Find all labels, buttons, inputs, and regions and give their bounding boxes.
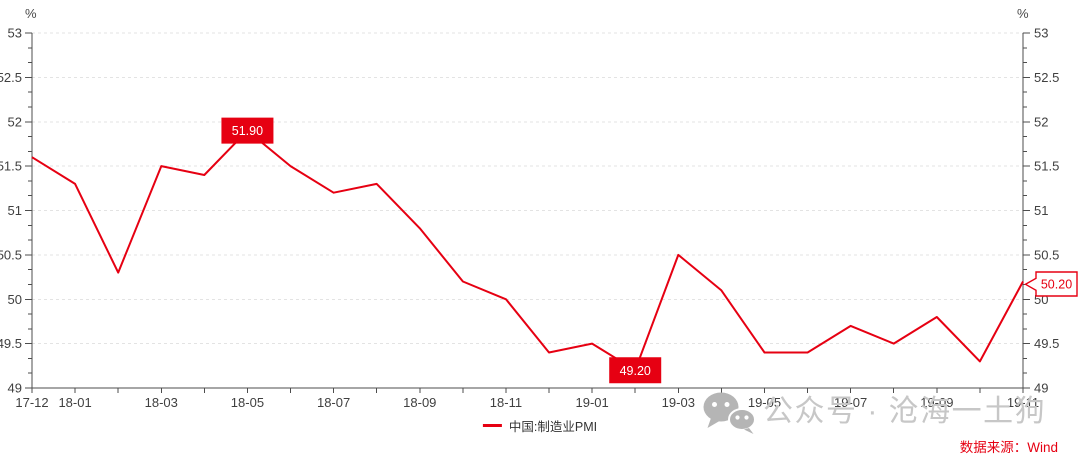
data-source-note: 数据来源：Wind bbox=[959, 440, 1058, 455]
y-tick-label-left: 51.5 bbox=[0, 159, 22, 174]
y-tick-label-right: 52.5 bbox=[1034, 70, 1059, 85]
y-tick-label-left: 51 bbox=[8, 203, 22, 218]
y-tick-label-right: 51.5 bbox=[1034, 159, 1059, 174]
x-tick-label: 18-11 bbox=[490, 395, 522, 410]
y-axis-unit-right: % bbox=[1017, 6, 1029, 21]
data-label-text: 49.20 bbox=[620, 364, 651, 378]
x-tick-label: 19-05 bbox=[748, 395, 781, 410]
x-tick-label: 18-07 bbox=[317, 395, 350, 410]
x-tick-label: 18-03 bbox=[145, 395, 178, 410]
legend-line-swatch bbox=[482, 424, 502, 427]
y-tick-label-left: 52.5 bbox=[0, 70, 22, 85]
y-tick-label-right: 52 bbox=[1034, 114, 1048, 129]
x-tick-label: 18-09 bbox=[403, 395, 436, 410]
y-tick-label-left: 53 bbox=[8, 26, 22, 41]
y-tick-label-left: 52 bbox=[8, 114, 22, 129]
y-tick-label-left: 50 bbox=[8, 292, 22, 307]
x-tick-label: 19-01 bbox=[576, 395, 609, 410]
callout-label-text: 50.20 bbox=[1041, 278, 1072, 292]
y-tick-label-left: 49 bbox=[8, 381, 22, 396]
y-tick-label-right: 51 bbox=[1034, 203, 1048, 218]
pmi-series-line bbox=[31, 129, 1024, 372]
x-tick-label: 19-11 bbox=[1007, 395, 1039, 410]
data-label-box bbox=[221, 117, 274, 144]
x-tick-label: 19-07 bbox=[834, 395, 867, 410]
y-tick-label-left: 49.5 bbox=[0, 336, 22, 351]
y-tick-label-right: 50.5 bbox=[1034, 247, 1059, 262]
y-axis-unit-left: % bbox=[25, 6, 37, 21]
legend-series-label: 中国:制造业PMI bbox=[508, 420, 598, 434]
y-tick-label-right: 49 bbox=[1034, 381, 1048, 396]
y-tick-label-right: 49.5 bbox=[1034, 336, 1059, 351]
x-tick-label: 18-05 bbox=[231, 395, 264, 410]
x-tick-label: 19-09 bbox=[920, 395, 953, 410]
x-tick-label: 18-01 bbox=[58, 395, 91, 410]
data-label-text: 51.90 bbox=[232, 124, 263, 138]
y-tick-label-left: 50.5 bbox=[0, 247, 22, 262]
data-label-box bbox=[609, 357, 662, 384]
x-tick-label: 19-03 bbox=[662, 395, 695, 410]
legend: 中国:制造业PMI bbox=[482, 416, 598, 435]
x-tick-label: 17-12 bbox=[15, 395, 48, 410]
callout-label-box bbox=[1024, 271, 1078, 297]
y-tick-label-right: 53 bbox=[1034, 26, 1048, 41]
